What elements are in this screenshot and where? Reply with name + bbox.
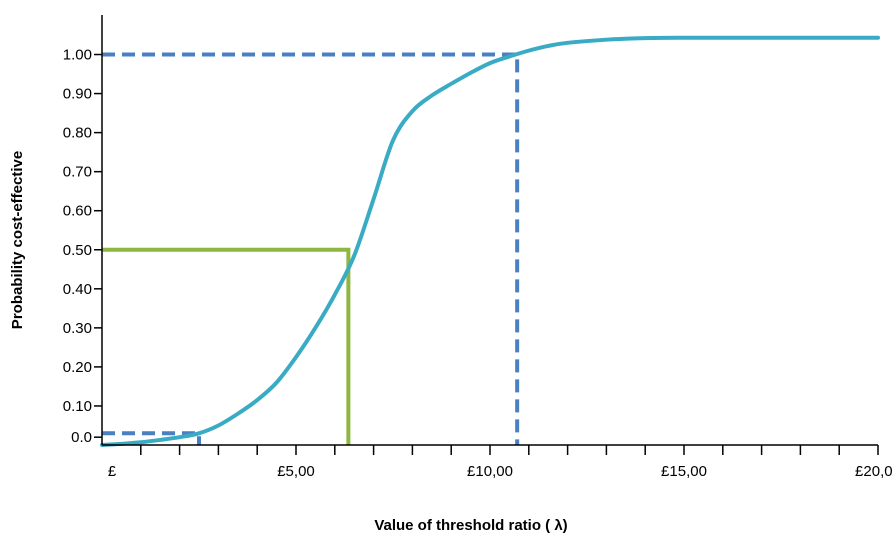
- x-tick-label: £20,00: [855, 463, 892, 480]
- x-axis-ticks: £ £5,00 £10,00 £15,00 £20,00: [108, 445, 892, 480]
- x-tick-label: £15,00: [661, 463, 707, 480]
- y-tick-label: 1.00: [63, 47, 92, 64]
- x-tick-label: £10,00: [467, 463, 513, 480]
- reference-line-1: [102, 431, 201, 445]
- y-tick-label: 0.20: [63, 359, 92, 376]
- reference-lines: [102, 52, 520, 445]
- y-tick-label: 0.0: [71, 429, 92, 446]
- series-line-1: [100, 35, 880, 447]
- y-tick-label: 0.70: [63, 164, 92, 181]
- y-tick-label: 0.60: [63, 203, 92, 220]
- x-tick-label: £5,00: [277, 463, 315, 480]
- reference-line-2: [102, 247, 351, 445]
- y-tick-label: 0.90: [63, 86, 92, 103]
- y-axis-ticks: 0.0 0.10 0.20 0.30 0.40 0.50 0.60 0.70 0.80 0.90 1…: [63, 47, 102, 446]
- x-tick-label: £: [108, 463, 117, 480]
- x-axis-title: Value of threshold ratio ( λ): [374, 517, 567, 534]
- y-axis-title: Probability cost-effective: [9, 151, 26, 329]
- y-tick-label: 0.40: [63, 281, 92, 298]
- axes: [101, 15, 878, 446]
- series-lines: [100, 35, 880, 447]
- y-tick-label: 0.10: [63, 398, 92, 415]
- y-tick-label: 0.30: [63, 320, 92, 337]
- y-tick-label: 0.50: [63, 242, 92, 259]
- y-tick-label: 0.80: [63, 125, 92, 142]
